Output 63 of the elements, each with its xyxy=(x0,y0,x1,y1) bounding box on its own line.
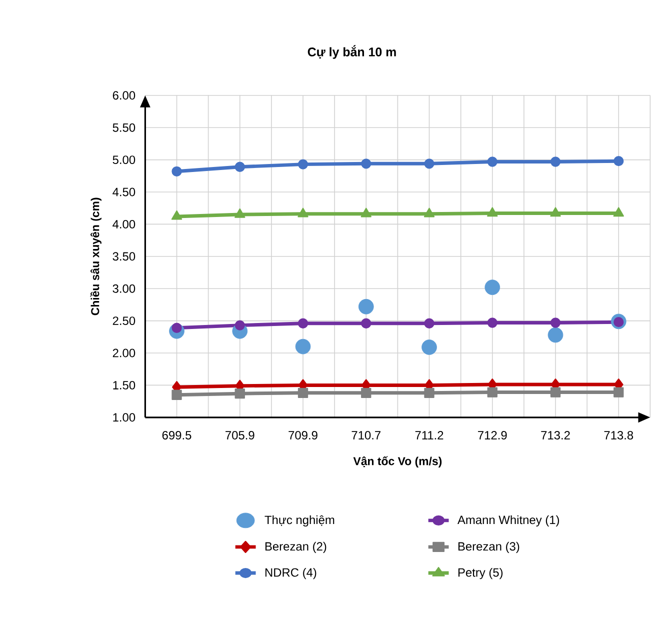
x-tick-label: 710.7 xyxy=(352,431,380,440)
x-tick-label: 713.2 xyxy=(541,431,570,440)
point xyxy=(424,318,434,328)
legend-label: Berezan (3) xyxy=(458,542,520,553)
y-tick-label: 4.50 xyxy=(112,188,136,196)
point xyxy=(422,340,437,355)
y-axis-title: Chiều sâu xuyên (cm) xyxy=(90,198,102,316)
point xyxy=(550,387,561,398)
point xyxy=(234,388,245,399)
point xyxy=(424,208,435,218)
point xyxy=(172,390,182,400)
point xyxy=(361,318,372,328)
y-tick-label: 6.00 xyxy=(112,91,136,100)
x-tick-label: 713.8 xyxy=(604,431,634,440)
y-tick-label: 2.00 xyxy=(112,348,136,358)
point xyxy=(550,207,561,217)
x-axis-title: Vận tốc Vo (m/s) xyxy=(353,456,442,468)
point xyxy=(361,158,372,169)
point xyxy=(424,158,434,169)
point xyxy=(487,207,498,217)
legend-label: NDRC (4) xyxy=(265,568,316,580)
point xyxy=(172,166,182,176)
point xyxy=(295,338,311,354)
y-tick-label: 5.00 xyxy=(112,156,136,164)
point xyxy=(298,318,308,328)
y-tick-label: 3.00 xyxy=(112,284,136,293)
x-tick-label: 699.5 xyxy=(162,431,192,440)
point xyxy=(234,320,245,330)
point xyxy=(298,208,308,218)
point xyxy=(424,388,434,398)
point xyxy=(298,388,308,398)
y-tick-label: 1.00 xyxy=(113,413,136,422)
legend-label: Berezan (2) xyxy=(265,542,326,553)
point xyxy=(234,208,246,218)
legend-label: Petry (5) xyxy=(458,568,503,580)
x-tick-label: 709.9 xyxy=(288,431,318,440)
point xyxy=(487,156,498,167)
point xyxy=(550,318,561,328)
point xyxy=(614,156,624,166)
point xyxy=(548,327,564,343)
y-tick-label: 4.00 xyxy=(112,220,136,228)
point xyxy=(487,387,498,398)
point xyxy=(361,388,372,398)
point xyxy=(614,387,624,398)
point xyxy=(360,208,372,218)
point xyxy=(171,210,182,220)
x-tick-label: 705.9 xyxy=(226,431,254,440)
chart-title: Cự ly bắn 10 m xyxy=(308,45,396,59)
point xyxy=(487,318,498,328)
legend-label: Thực nghiệm xyxy=(264,515,334,527)
x-tick-label: 711.2 xyxy=(415,431,444,440)
legend-label: Amann Whitney (1) xyxy=(457,515,560,527)
point xyxy=(550,156,561,167)
y-tick-label: 5.50 xyxy=(112,123,136,132)
y-tick-label: 1.50 xyxy=(113,380,136,390)
point xyxy=(234,162,245,172)
point xyxy=(613,207,624,217)
point xyxy=(484,280,500,295)
y-tick-label: 3.50 xyxy=(112,252,136,261)
x-tick-label: 712.9 xyxy=(478,431,507,440)
y-tick-label: 2.50 xyxy=(112,316,136,326)
point xyxy=(358,298,374,314)
point xyxy=(298,159,308,170)
